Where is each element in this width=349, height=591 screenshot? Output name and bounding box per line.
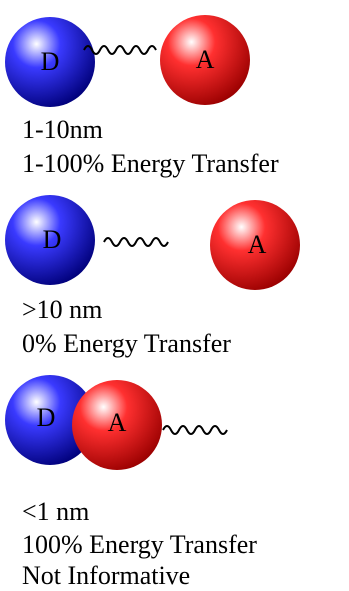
acceptor-label: A — [196, 45, 215, 74]
panel: D A >10 nm 0% Energy Transfer — [5, 195, 300, 358]
distance-text: <1 nm — [22, 497, 89, 526]
transfer-text: 100% Energy Transfer — [22, 530, 257, 559]
acceptor-label: A — [108, 408, 127, 437]
donor-label: D — [43, 225, 62, 254]
donor-label: D — [41, 47, 60, 76]
transfer-text: 1-100% Energy Transfer — [22, 149, 279, 178]
linker — [84, 46, 156, 54]
note-text: Not Informative — [22, 561, 190, 590]
panel: D A <1 nm 100% Energy Transfer Not Infor… — [5, 375, 257, 590]
linker — [104, 238, 168, 246]
distance-text: 1-10nm — [22, 115, 103, 144]
linker — [163, 426, 227, 434]
distance-text: >10 nm — [22, 295, 102, 324]
panel: D A 1-10nm 1-100% Energy Transfer — [5, 15, 279, 178]
donor-label: D — [37, 403, 56, 432]
transfer-text: 0% Energy Transfer — [22, 329, 231, 358]
acceptor-label: A — [248, 230, 267, 259]
fret-diagram: D A 1-10nm 1-100% Energy Transfer D A >1… — [0, 0, 349, 591]
